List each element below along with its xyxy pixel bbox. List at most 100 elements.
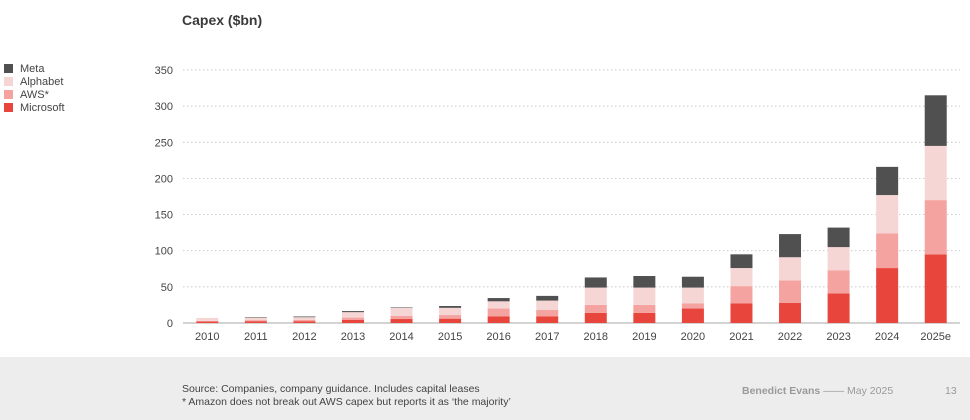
bar-segment-microsoft	[876, 268, 899, 323]
bar-segment-aws	[244, 320, 267, 322]
bar-segment-aws	[876, 233, 899, 269]
legend-label-alphabet: Alphabet	[20, 75, 64, 88]
x-tick-label: 2024	[875, 331, 899, 343]
legend: Meta Alphabet AWS* Microsoft	[4, 62, 65, 114]
bar-segment-alphabet	[487, 301, 510, 309]
bar-segment-meta	[924, 95, 947, 146]
bar-segment-alphabet	[681, 287, 704, 304]
x-tick-label: 2010	[195, 331, 219, 343]
bar-segment-alphabet	[730, 268, 753, 287]
bar-segment-aws	[827, 270, 850, 294]
bar-segment-alphabet	[341, 312, 364, 318]
bar-segment-microsoft	[681, 308, 704, 323]
bar-segment-microsoft	[827, 293, 850, 323]
bar-segment-meta	[827, 227, 850, 248]
bar-segment-alphabet	[633, 287, 656, 305]
bar-segment-microsoft	[196, 321, 219, 323]
bar-segment-aws	[536, 309, 559, 317]
bar-segment-microsoft	[487, 316, 510, 323]
bar-segment-meta	[244, 317, 267, 318]
brand-name: Benedict Evans	[742, 385, 821, 397]
brand: Benedict Evans —— May 2025	[742, 385, 893, 397]
legend-label-microsoft: Microsoft	[20, 101, 65, 114]
x-tick-label: 2025e	[920, 331, 951, 343]
footer: Source: Companies, company guidance. Inc…	[0, 357, 970, 420]
brand-date: May 2025	[847, 385, 894, 397]
bar-segment-microsoft	[390, 319, 413, 323]
x-tick-label: 2015	[438, 331, 462, 343]
bar-segment-meta	[681, 276, 704, 288]
bar-segment-aws	[633, 304, 656, 313]
bar-segment-aws	[584, 304, 607, 313]
bar-segment-aws	[439, 315, 462, 319]
legend-item-aws: AWS*	[4, 88, 65, 101]
legend-item-alphabet: Alphabet	[4, 75, 65, 88]
x-tick-label: 2019	[632, 331, 656, 343]
bar-segment-alphabet	[439, 307, 462, 316]
x-tick-label: 2013	[341, 331, 365, 343]
bar-segment-aws	[293, 319, 316, 322]
bar-segment-aws	[924, 200, 947, 255]
bar-segment-alphabet	[244, 317, 267, 321]
y-tick-label: 200	[155, 173, 173, 185]
legend-item-meta: Meta	[4, 62, 65, 75]
legend-swatch-aws	[4, 90, 13, 99]
bar-segment-microsoft	[536, 316, 559, 323]
source-line: Source: Companies, company guidance. Inc…	[182, 383, 480, 395]
bar-segment-aws	[730, 286, 753, 304]
bar-segment-alphabet	[827, 247, 850, 271]
y-tick-label: 100	[155, 246, 173, 258]
x-tick-label: 2017	[535, 331, 559, 343]
page-number: 13	[945, 385, 957, 397]
footnote-line: * Amazon does not break out AWS capex bu…	[182, 396, 511, 408]
bar-segment-alphabet	[584, 287, 607, 305]
bar-segment-aws	[681, 303, 704, 309]
capex-chart: 0 50 100 150 200 250 300 350 2010 2011 2012 2013 201…	[155, 65, 960, 343]
source-note: Source: Companies, company guidance. Inc…	[182, 383, 511, 409]
legend-label-aws: AWS*	[20, 88, 49, 101]
y-tick-label: 350	[155, 65, 173, 77]
bar-segment-microsoft	[633, 312, 656, 323]
bar-segment-aws	[196, 320, 219, 322]
x-tick-label: 2023	[826, 331, 850, 343]
bar-segment-meta	[341, 311, 364, 313]
legend-swatch-alphabet	[4, 77, 13, 86]
x-tick-label: 2021	[729, 331, 753, 343]
bar-segment-alphabet	[536, 300, 559, 310]
bar-segment-microsoft	[730, 303, 753, 323]
bar-segment-meta	[390, 307, 413, 308]
bar-segment-alphabet	[390, 307, 413, 316]
y-tick-label: 300	[155, 101, 173, 113]
x-tick-label: 2020	[681, 331, 705, 343]
bar-segment-microsoft	[584, 312, 607, 323]
bar-segment-meta	[293, 316, 316, 318]
y-tick-label: 50	[161, 282, 173, 294]
bar-segment-meta	[730, 254, 753, 269]
x-tick-label: 2022	[778, 331, 802, 343]
bar-segment-microsoft	[244, 321, 267, 323]
bar-segment-microsoft	[293, 321, 316, 323]
bar-segment-aws	[779, 280, 802, 303]
bar-segment-meta	[439, 306, 462, 308]
bar-segment-meta	[584, 277, 607, 288]
legend-label-meta: Meta	[20, 62, 45, 75]
bar-segment-alphabet	[779, 257, 802, 281]
legend-swatch-microsoft	[4, 103, 13, 112]
x-tick-label: 2016	[486, 331, 510, 343]
brand-separator: ——	[823, 385, 845, 397]
bar-segment-alphabet	[196, 317, 219, 321]
x-tick-label: 2011	[244, 331, 268, 343]
x-tick-label: 2012	[292, 331, 316, 343]
legend-swatch-meta	[4, 64, 13, 73]
bar-segment-meta	[876, 166, 899, 196]
bar-segment-alphabet	[293, 317, 316, 320]
bar-segment-meta	[487, 298, 510, 302]
x-tick-label: 2014	[389, 331, 413, 343]
y-tick-label: 250	[155, 137, 173, 149]
legend-item-microsoft: Microsoft	[4, 101, 65, 114]
y-tick-label: 0	[167, 318, 173, 330]
bar-segment-microsoft	[341, 319, 364, 323]
bar-segment-alphabet	[924, 145, 947, 201]
x-tick-label: 2018	[584, 331, 608, 343]
bar-segment-aws	[341, 317, 364, 320]
